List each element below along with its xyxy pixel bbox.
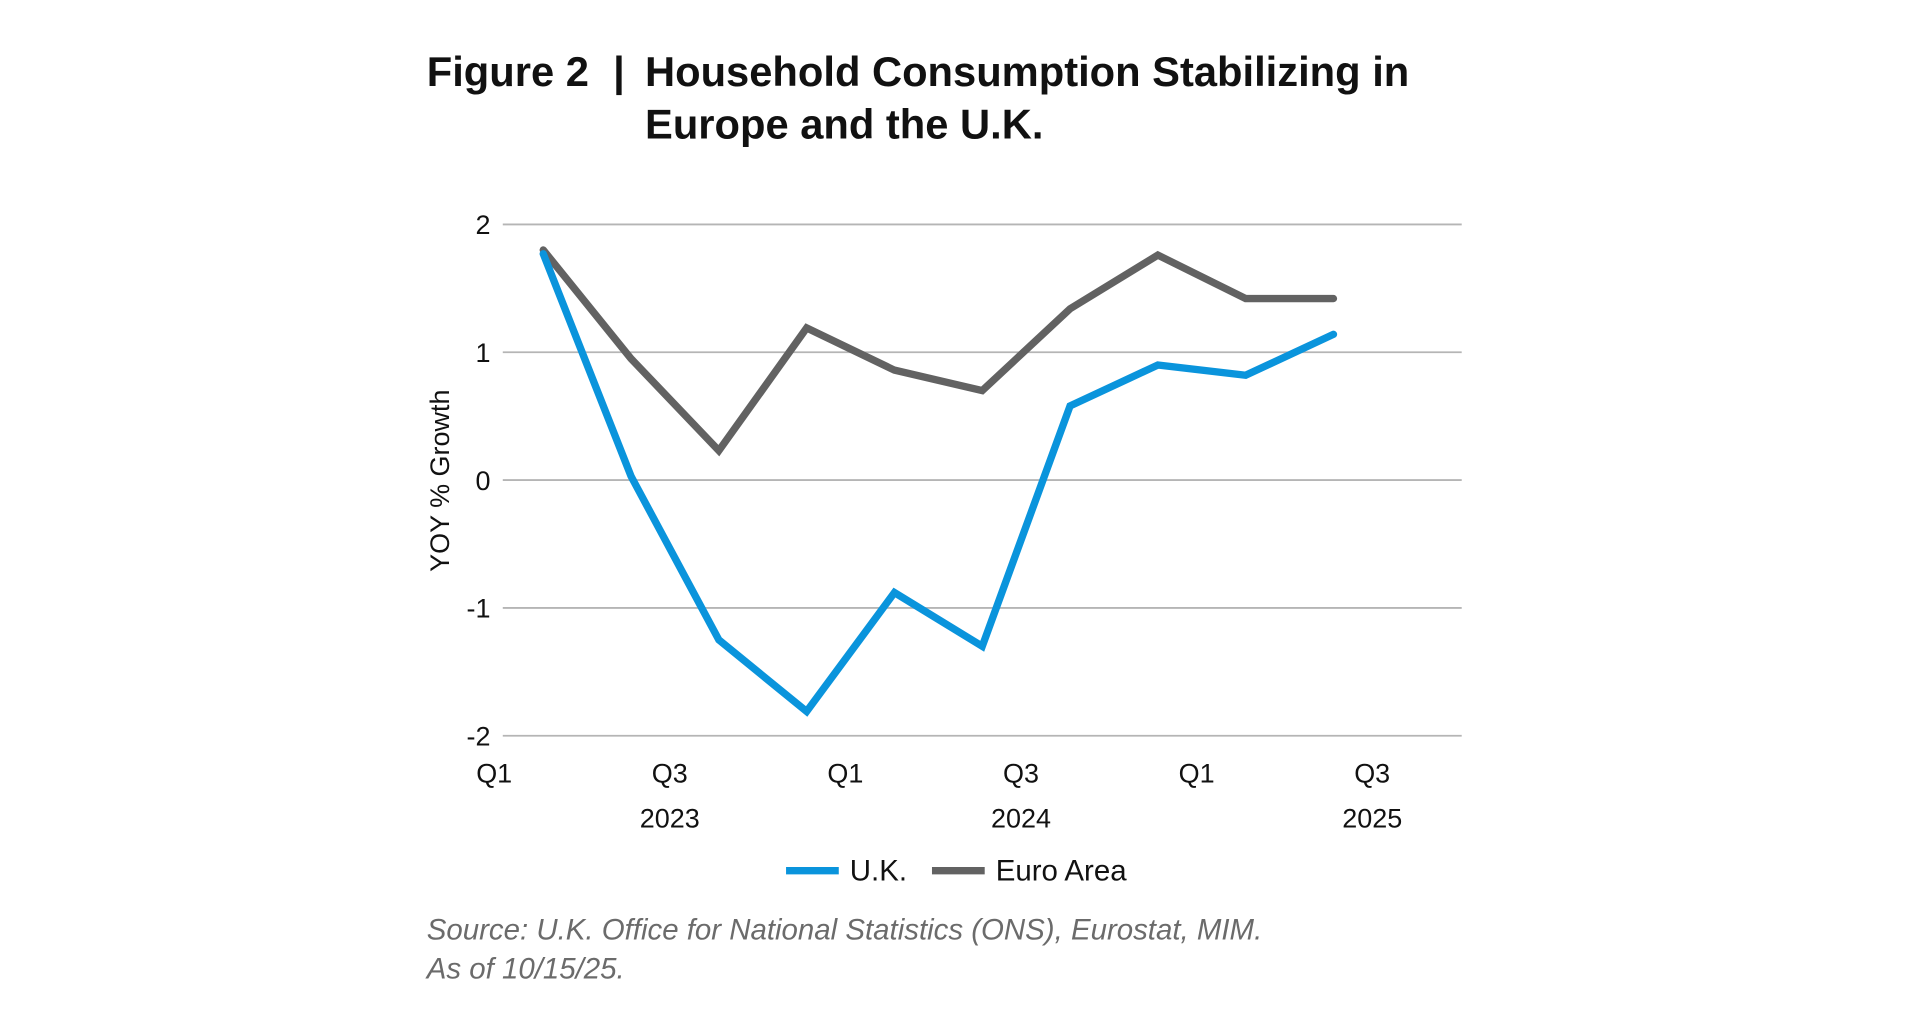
legend-label-uk: U.K. [850, 854, 907, 887]
y-axis-label: YOY % Growth [425, 390, 455, 572]
y-tick-label: -1 [467, 594, 491, 624]
figure-number: Figure 2 [427, 48, 589, 95]
legend-label-euro-area: Euro Area [996, 854, 1127, 887]
series-line-euro-area [539, 246, 1338, 457]
y-tick-label: 1 [476, 338, 491, 368]
source-note: Source: U.K. Office for National Statist… [427, 913, 1263, 946]
y-axis-ticks: 2 1 0 -1 -2 [467, 210, 491, 751]
x-tick-year: 2024 [991, 804, 1051, 834]
y-tick-label: 2 [476, 210, 491, 240]
x-axis-ticks: Q1 Q3 2023 Q1 Q3 2024 Q1 Q3 2025 [476, 758, 1402, 833]
x-tick-quarter: Q1 [1179, 758, 1215, 788]
x-tick-quarter: Q1 [827, 758, 863, 788]
series-line-u-k [539, 250, 1338, 717]
x-tick-year: 2023 [640, 804, 700, 834]
x-tick-quarter: Q3 [1354, 758, 1390, 788]
as-of-date: As of 10/15/25. [425, 953, 625, 986]
legend: U.K. Euro Area [786, 854, 1127, 887]
y-tick-label: -2 [467, 722, 491, 752]
x-tick-quarter: Q3 [1003, 758, 1039, 788]
x-tick-quarter: Q3 [652, 758, 688, 788]
y-tick-label: 0 [476, 466, 491, 496]
chart-title-line2: Europe and the U.K. [645, 101, 1043, 148]
series-lines [539, 246, 1338, 717]
title-separator: | [613, 48, 625, 96]
chart-title-line1: Household Consumption Stabilizing in [645, 48, 1409, 95]
x-tick-quarter: Q1 [476, 758, 512, 788]
x-tick-year: 2025 [1342, 804, 1402, 834]
